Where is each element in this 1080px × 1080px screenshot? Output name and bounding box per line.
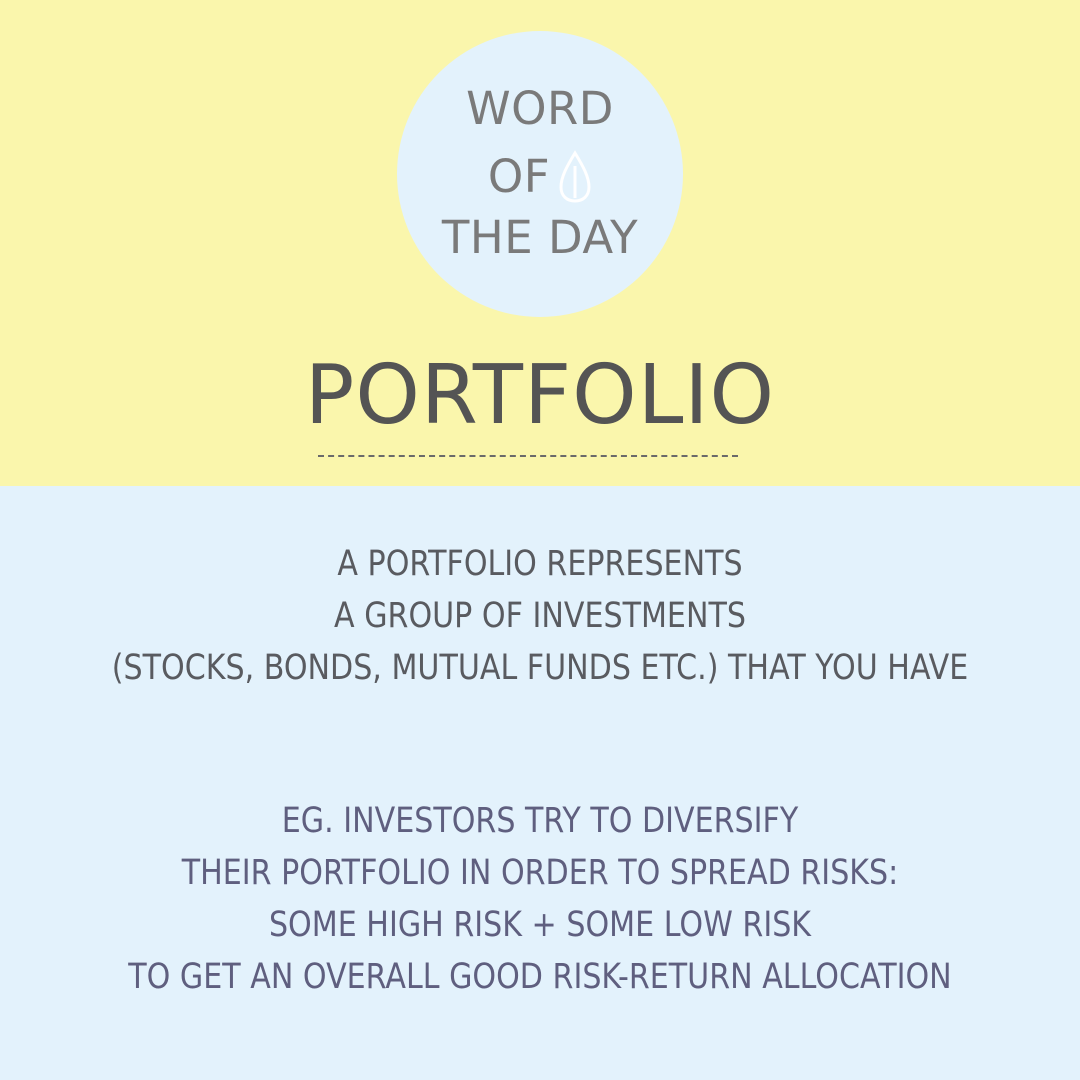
definition-line: (STOCKS, BONDS, MUTUAL FUNDS ETC.) THAT … xyxy=(111,648,969,688)
bottom-panel xyxy=(0,486,1080,1080)
badge-line-of: OF xyxy=(397,149,683,204)
top-panel: WORD OF THE DAY PORTFOLIO xyxy=(0,0,1080,486)
definition-text: A PORTFOLIO REPRESENTS A GROUP OF INVEST… xyxy=(0,538,1080,694)
badge-line-word: WORD xyxy=(466,82,614,135)
dashed-divider xyxy=(318,455,738,457)
badge-line-the-day: THE DAY xyxy=(441,211,639,264)
example-text: EG. INVESTORS TRY TO DIVERSIFY THEIR POR… xyxy=(0,795,1080,1003)
definition-line: A PORTFOLIO REPRESENTS xyxy=(337,544,743,584)
word-title: PORTFOLIO xyxy=(304,348,776,443)
example-line: THEIR PORTFOLIO IN ORDER TO SPREAD RISKS… xyxy=(181,853,899,893)
word-of-the-day-badge: WORD OF THE DAY xyxy=(397,31,683,317)
example-line: SOME HIGH RISK + SOME LOW RISK xyxy=(268,905,812,945)
definition-line: A GROUP OF INVESTMENTS xyxy=(334,596,746,636)
example-line: TO GET AN OVERALL GOOD RISK-RETURN ALLOC… xyxy=(128,957,952,997)
example-line: EG. INVESTORS TRY TO DIVERSIFY xyxy=(281,801,799,841)
badge-line-of-text: OF xyxy=(487,150,551,203)
leaf-drop-icon xyxy=(558,150,592,204)
